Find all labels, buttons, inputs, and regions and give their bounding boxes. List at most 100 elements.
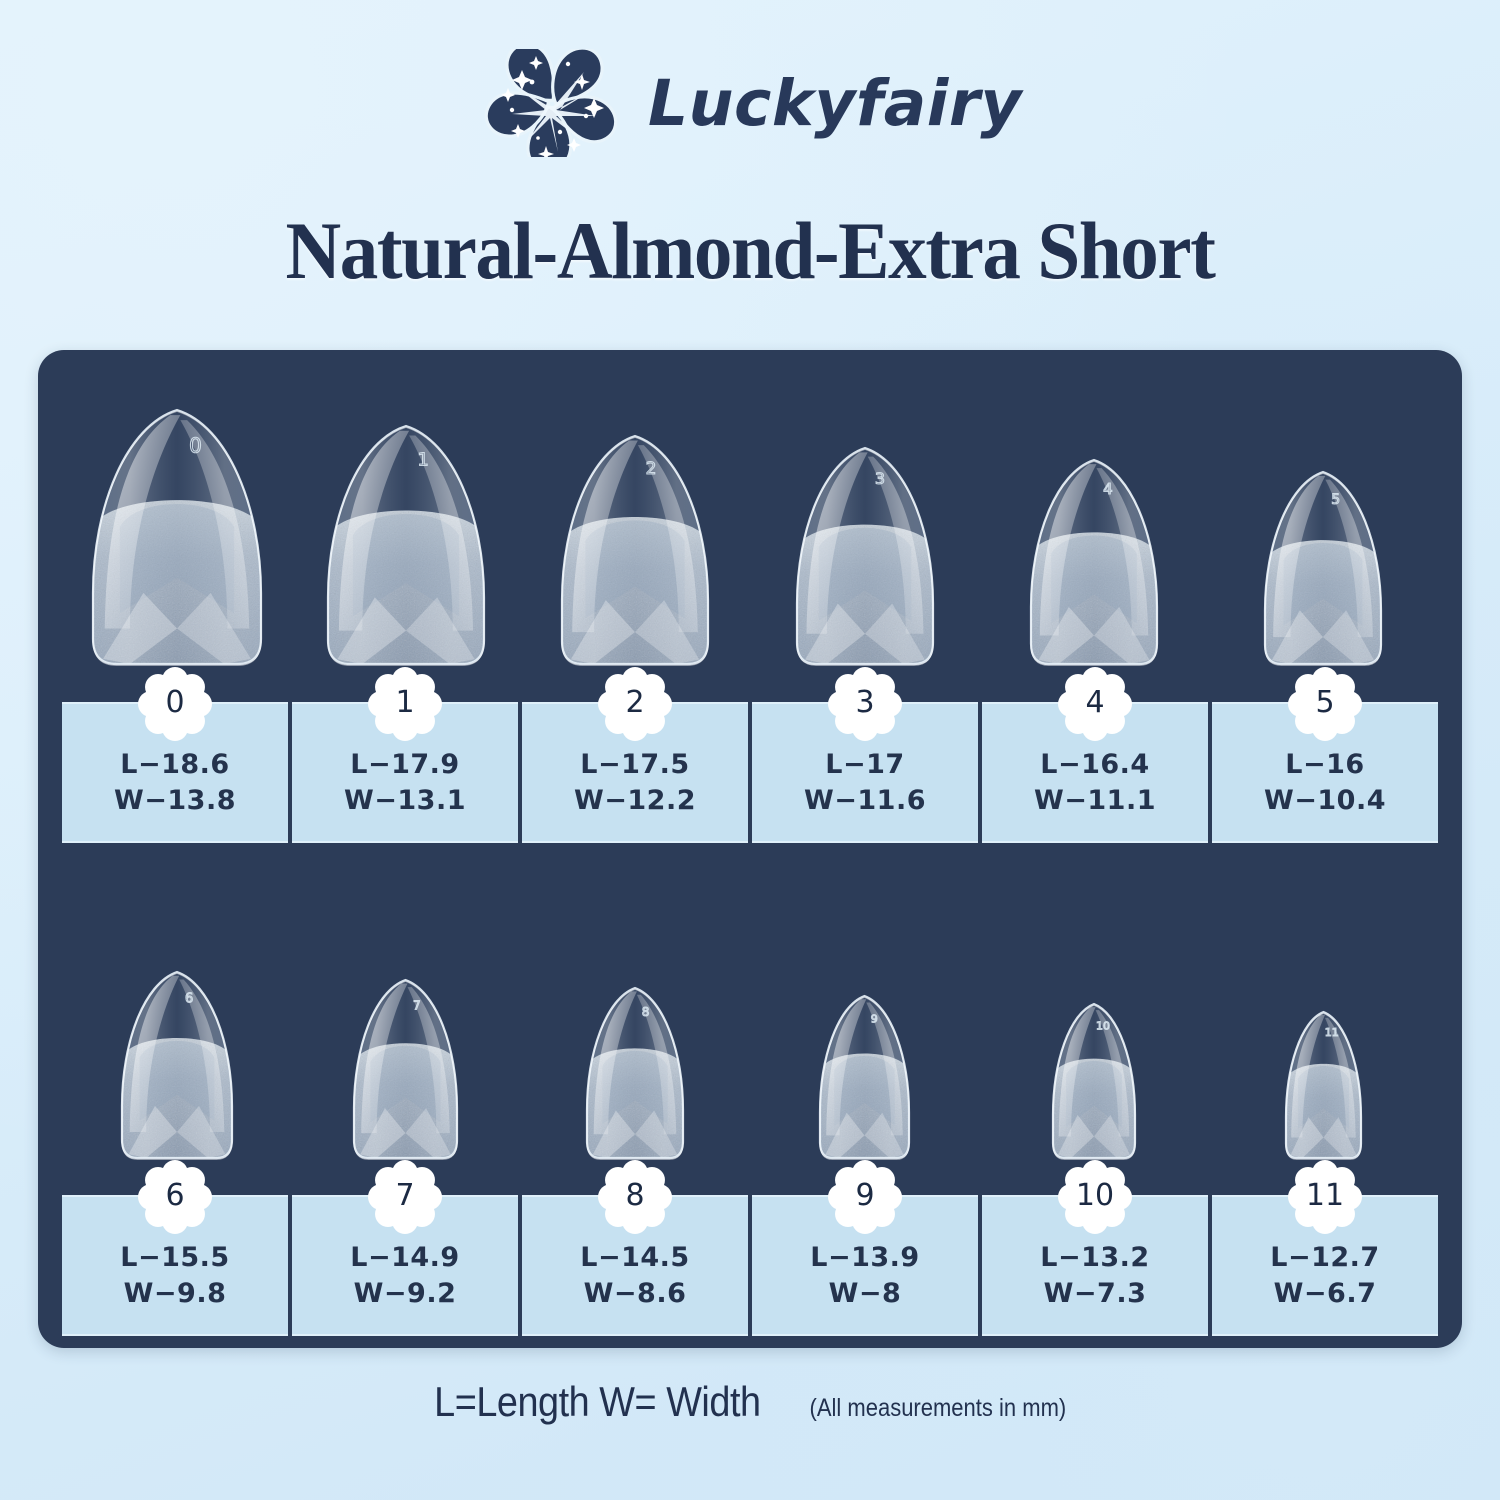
length-value: L−17.5 <box>580 748 690 780</box>
width-value: W−12.2 <box>573 784 697 816</box>
nail-preview-4: 4 <box>980 380 1209 666</box>
nail-preview-10: 10 <box>980 930 1209 1160</box>
size-badge-0: 0 <box>138 667 212 741</box>
flower-badge-shape <box>828 1160 902 1234</box>
size-cell-2: 2 L−17.5 W−12.2 <box>522 667 748 843</box>
nail-preview-11: 11 <box>1209 930 1438 1160</box>
length-value: L−13.2 <box>1040 1241 1150 1273</box>
flower-badge-shape <box>368 1160 442 1234</box>
length-value: L−16.4 <box>1040 748 1150 780</box>
size-cell-1: 1 L−17.9 W−13.1 <box>292 667 518 843</box>
length-value: L−17 <box>825 748 905 780</box>
nail-tip-shape: 1 <box>326 424 485 666</box>
size-badge-2: 2 <box>598 667 672 741</box>
size-cell-4: 4 L−16.4 W−11.1 <box>982 667 1208 843</box>
page-title: Natural-Almond-Extra Short <box>285 205 1216 296</box>
flower-badge-shape <box>828 667 902 741</box>
nail-preview-row-1: 0 1 <box>62 380 1438 666</box>
four-leaf-clover-sparkle-icon <box>484 49 618 157</box>
size-badge-6: 6 <box>138 1160 212 1234</box>
brand-header: Luckyfairy <box>0 48 1500 158</box>
size-badge-number: 1 <box>395 685 415 720</box>
size-badge-number: 6 <box>165 1178 185 1213</box>
size-badge-number: 7 <box>395 1178 415 1213</box>
nail-tip-shape: 5 <box>1264 470 1383 666</box>
nail-tip-shape: 0 <box>91 408 262 666</box>
legend-note: (All measurements in mm) <box>809 1394 1067 1422</box>
nail-tip-shape: 3 <box>795 446 934 666</box>
size-chart-panel: 0 1 <box>38 350 1462 1348</box>
nail-tip-shape: 9 <box>819 994 911 1160</box>
size-badge-number: 9 <box>855 1178 875 1213</box>
size-cell-9: 9 L−13.9 W−8 <box>752 1160 978 1336</box>
flower-badge-shape <box>138 1160 212 1234</box>
width-value: W−11.1 <box>1033 784 1157 816</box>
measurement-band-row-1: 0 L−18.6 W−13.8 1 L−17.9 W−13.1 2 L−17.5… <box>62 667 1438 843</box>
size-cell-7: 7 L−14.9 W−9.2 <box>292 1160 518 1336</box>
size-badge-3: 3 <box>828 667 902 741</box>
nail-engraved-size-label: 9 <box>871 1012 878 1025</box>
length-value: L−18.6 <box>120 748 230 780</box>
nail-preview-5: 5 <box>1209 380 1438 666</box>
length-value: L−12.7 <box>1270 1241 1380 1273</box>
flower-badge-shape <box>1058 1160 1132 1234</box>
size-badge-10: 10 <box>1058 1160 1132 1234</box>
size-badge-number: 0 <box>165 685 185 720</box>
nail-engraved-size-label: 11 <box>1325 1026 1339 1039</box>
nail-preview-9: 9 <box>750 930 979 1160</box>
flower-badge-shape <box>1058 667 1132 741</box>
nail-engraved-size-label: 4 <box>1103 480 1113 498</box>
width-value: W−9.8 <box>123 1277 227 1309</box>
width-value: W−13.8 <box>113 784 237 816</box>
nail-preview-8: 8 <box>521 930 750 1160</box>
flower-badge-shape <box>598 1160 672 1234</box>
nail-preview-0: 0 <box>62 380 291 666</box>
size-cell-0: 0 L−18.6 W−13.8 <box>62 667 288 843</box>
nail-tip-shape: 10 <box>1051 1002 1137 1160</box>
length-value: L−16 <box>1285 748 1365 780</box>
measurement-band-row-2: 6 L−15.5 W−9.8 7 L−14.9 W−9.2 8 L−14.5 W… <box>62 1160 1438 1336</box>
width-value: W−6.7 <box>1273 1277 1377 1309</box>
size-cell-3: 3 L−17 W−11.6 <box>752 667 978 843</box>
size-cell-10: 10 L−13.2 W−7.3 <box>982 1160 1208 1336</box>
flower-badge-shape <box>598 667 672 741</box>
size-cell-6: 6 L−15.5 W−9.8 <box>62 1160 288 1336</box>
size-cell-11: 11 L−12.7 W−6.7 <box>1212 1160 1438 1336</box>
legend-text: L=Length W= Width <box>433 1378 761 1425</box>
nail-engraved-size-label: 7 <box>413 998 421 1012</box>
legend-footer: L=Length W= Width (All measurements in m… <box>0 1378 1500 1426</box>
width-value: W−10.4 <box>1263 784 1387 816</box>
length-value: L−15.5 <box>120 1241 230 1273</box>
nail-tip-shape: 8 <box>586 986 685 1160</box>
nail-engraved-size-label: 8 <box>642 1005 650 1019</box>
size-badge-11: 11 <box>1288 1160 1362 1234</box>
nail-engraved-size-label: 3 <box>875 469 885 488</box>
size-cell-8: 8 L−14.5 W−8.6 <box>522 1160 748 1336</box>
flower-badge-shape <box>138 667 212 741</box>
size-badge-8: 8 <box>598 1160 672 1234</box>
size-badge-7: 7 <box>368 1160 442 1234</box>
width-value: W−9.2 <box>353 1277 457 1309</box>
nail-tip-shape: 11 <box>1284 1010 1363 1160</box>
length-value: L−17.9 <box>350 748 460 780</box>
nail-preview-2: 2 <box>521 380 750 666</box>
nail-preview-1: 1 <box>291 380 520 666</box>
nail-tip-shape: 2 <box>561 434 710 666</box>
nail-preview-7: 7 <box>291 930 520 1160</box>
size-badge-number: 11 <box>1305 1178 1345 1213</box>
nail-engraved-size-label: 6 <box>184 991 192 1006</box>
nail-tip-shape: 6 <box>120 970 233 1160</box>
flower-badge-shape <box>1288 667 1362 741</box>
width-value: W−7.3 <box>1043 1277 1147 1309</box>
nail-tip-shape: 4 <box>1029 458 1159 666</box>
nail-engraved-size-label: 5 <box>1332 492 1341 508</box>
flower-badge-shape <box>368 667 442 741</box>
nail-preview-3: 3 <box>750 380 979 666</box>
width-value: W−8.6 <box>583 1277 687 1309</box>
nail-engraved-size-label: 2 <box>646 459 657 479</box>
nail-engraved-size-label: 0 <box>189 433 202 457</box>
length-value: L−14.9 <box>350 1241 460 1273</box>
size-badge-number: 8 <box>625 1178 645 1213</box>
size-badge-number: 4 <box>1085 685 1105 720</box>
nail-engraved-size-label: 10 <box>1096 1019 1110 1032</box>
